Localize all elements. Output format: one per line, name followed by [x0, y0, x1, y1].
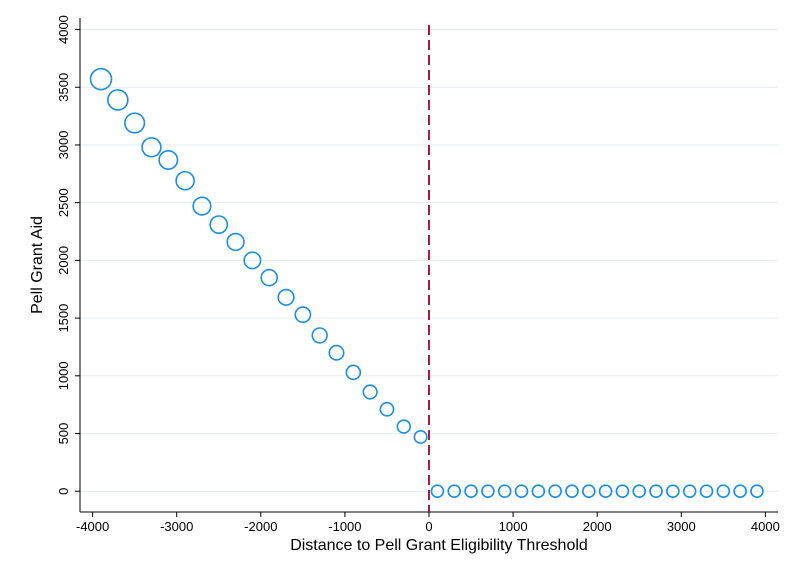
y-tick-label: 3500	[56, 73, 71, 102]
data-point	[733, 484, 747, 499]
data-point	[141, 137, 162, 158]
x-tick-label: -1000	[328, 519, 361, 534]
y-tick-label: 2000	[56, 246, 71, 275]
data-point	[430, 484, 445, 499]
x-axis-ticks: -4000 -3000 -2000 -1000 0 1000 2000 3000 4000	[76, 512, 780, 534]
data-point	[226, 232, 245, 252]
data-point	[481, 484, 495, 499]
y-tick-label: 3000	[56, 131, 71, 160]
data-point	[447, 484, 462, 499]
y-tick-label: 500	[56, 423, 71, 445]
x-tick-label: 4000	[751, 519, 780, 534]
data-point	[682, 484, 697, 499]
data-point	[277, 288, 295, 306]
data-point	[158, 149, 179, 170]
data-points	[89, 67, 764, 499]
data-point	[124, 112, 146, 134]
data-point	[750, 484, 764, 499]
data-point	[514, 484, 529, 499]
data-point	[243, 251, 262, 270]
x-tick-label: -3000	[160, 519, 193, 534]
data-point	[497, 484, 512, 499]
data-point	[615, 484, 630, 499]
x-tick-label: -2000	[244, 519, 277, 534]
data-point	[632, 484, 647, 499]
data-point	[464, 484, 478, 499]
y-tick-label: 1000	[56, 361, 71, 390]
data-point	[565, 484, 579, 499]
x-tick-label: 1000	[499, 519, 528, 534]
data-point	[311, 327, 328, 344]
data-point	[396, 419, 411, 434]
data-point	[413, 429, 428, 444]
data-point	[175, 170, 195, 191]
data-point	[362, 384, 378, 400]
data-point	[260, 268, 279, 287]
x-tick-label: -4000	[76, 519, 109, 534]
data-point	[649, 484, 663, 499]
y-tick-label: 4000	[56, 15, 71, 44]
y-tick-label: 0	[56, 488, 71, 495]
x-tick-label: 3000	[667, 519, 696, 534]
y-axis-ticks: 0 500 1000 1500 2000 2500 3000 3500 4000	[56, 15, 80, 495]
y-tick-label: 2500	[56, 188, 71, 217]
data-point	[209, 215, 229, 235]
y-tick-label: 1500	[56, 304, 71, 333]
data-point	[548, 484, 562, 499]
data-point	[328, 344, 345, 361]
data-point	[345, 364, 362, 381]
x-axis-title: Distance to Pell Grant Eligibility Thres…	[290, 537, 588, 554]
x-tick-label: 0	[425, 519, 432, 534]
data-point	[89, 67, 113, 91]
data-point	[192, 196, 212, 216]
y-axis-title: Pell Grant Aid	[29, 216, 46, 314]
x-tick-label: 2000	[583, 519, 612, 534]
data-point	[598, 484, 613, 499]
data-point	[531, 484, 546, 499]
data-point	[716, 484, 731, 499]
data-point	[107, 89, 129, 111]
data-point	[581, 484, 596, 499]
data-point	[699, 484, 714, 499]
data-point	[294, 306, 312, 324]
data-point	[379, 401, 395, 417]
data-point	[666, 484, 680, 499]
